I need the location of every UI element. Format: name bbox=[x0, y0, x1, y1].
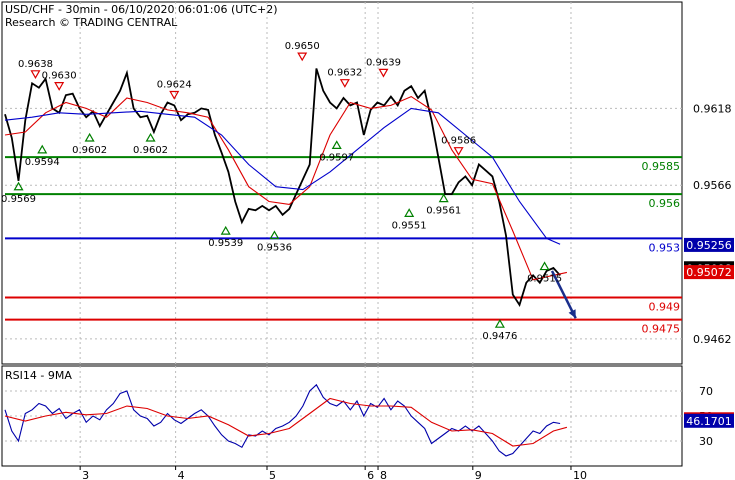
level-label: 0.9475 bbox=[642, 323, 681, 336]
forecast-arrow bbox=[550, 270, 577, 319]
x-axis: 3 4 5 6 8 9 10 bbox=[79, 466, 587, 480]
pivot-high-marker bbox=[297, 52, 308, 62]
pivot-low-marker bbox=[539, 261, 550, 271]
forecast-arrow-head bbox=[568, 309, 576, 319]
pivot-low-label: 0.9594 bbox=[25, 157, 60, 168]
price-y-tick-label: 0.9618 bbox=[693, 102, 732, 115]
pivot-low-marker bbox=[84, 132, 95, 142]
pivot-low-label: 0.9515 bbox=[527, 274, 562, 285]
price-tag-label: 0.95072 bbox=[686, 266, 732, 279]
rsi-y-tick-label: 30 bbox=[699, 435, 713, 448]
x-tick-label: 10 bbox=[573, 469, 587, 480]
chart-header-line2: Research © TRADING CENTRAL bbox=[5, 16, 178, 29]
rsi-series-line bbox=[4, 383, 561, 457]
pivot-high-marker bbox=[378, 68, 389, 78]
pivot-high-label: 0.9639 bbox=[366, 57, 401, 68]
x-tick-label: 6 bbox=[367, 469, 374, 480]
pivot-low-label: 0.9569 bbox=[1, 194, 36, 205]
pivot-high-marker bbox=[339, 79, 350, 88]
price-y-tick-label: 0.9462 bbox=[693, 333, 732, 346]
pivot-high-label: 0.9630 bbox=[42, 71, 77, 82]
pivot-high-marker bbox=[453, 147, 464, 156]
pivot-low-marker bbox=[269, 230, 280, 240]
level-label: 0.956 bbox=[649, 197, 681, 210]
rsi-series-line bbox=[4, 397, 568, 447]
price-series-line bbox=[4, 68, 561, 308]
pivot-low-label: 0.9597 bbox=[319, 152, 354, 163]
pivot-high-marker bbox=[30, 70, 41, 80]
x-tick-label: 8 bbox=[380, 469, 387, 480]
pivot-low-label: 0.9602 bbox=[72, 145, 107, 156]
price-panel bbox=[1, 1, 683, 365]
price-tag bbox=[684, 265, 734, 280]
x-tick-label: 5 bbox=[269, 469, 276, 480]
pivot-high-marker bbox=[54, 82, 65, 91]
pivot-low-marker bbox=[494, 318, 505, 328]
x-tick-label: 3 bbox=[82, 469, 89, 480]
level-label: 0.949 bbox=[649, 301, 681, 314]
price-series-line bbox=[4, 95, 568, 281]
price-y-tick-label: 0.9566 bbox=[693, 179, 732, 192]
pivot-high-label: 0.9650 bbox=[285, 41, 320, 52]
x-tick-label: 9 bbox=[475, 469, 482, 480]
rsi-axis: 70503047.376246.1701 bbox=[684, 385, 734, 448]
rsi-grid bbox=[5, 366, 682, 466]
pivot-high-label: 0.9638 bbox=[18, 59, 53, 70]
pivot-low-label: 0.9536 bbox=[257, 243, 292, 254]
rsi-tag bbox=[684, 413, 734, 428]
rsi-title: RSI14 - 9MA bbox=[5, 369, 72, 382]
rsi-tag-label: 46.1701 bbox=[686, 415, 732, 428]
pivot-low-label: 0.9561 bbox=[426, 206, 461, 217]
x-tick-label: 4 bbox=[178, 469, 185, 480]
pivot-high-label: 0.9632 bbox=[327, 68, 362, 79]
pivot-high-label: 0.9624 bbox=[157, 80, 192, 91]
pivot-high-marker bbox=[169, 90, 180, 100]
price-tag-label: 0.95256 bbox=[686, 239, 732, 252]
pivot-low-marker bbox=[37, 144, 48, 154]
rsi-y-tick-label: 70 bbox=[699, 385, 713, 398]
price-tag bbox=[684, 237, 734, 252]
chart-header-line1: USD/CHF - 30min - 06/10/2020 06:01:06 (U… bbox=[5, 3, 278, 16]
pivot-low-marker bbox=[220, 225, 231, 235]
pivot-low-marker bbox=[145, 132, 156, 142]
price-series bbox=[4, 68, 577, 319]
pivot-low-label: 0.9539 bbox=[208, 238, 243, 249]
pivot-low-marker bbox=[438, 193, 449, 203]
level-label: 0.953 bbox=[649, 241, 681, 254]
pivot-low-marker bbox=[13, 181, 24, 191]
pivot-low-label: 0.9602 bbox=[133, 145, 168, 156]
rsi-series bbox=[4, 383, 568, 457]
price-levels: 0.9585 0.956 0.953 0.949 0.9475 bbox=[5, 156, 682, 336]
pivot-low-marker bbox=[331, 140, 342, 150]
pivot-low-marker bbox=[404, 208, 415, 217]
price-series-line bbox=[4, 107, 561, 245]
pivot-low-label: 0.9476 bbox=[482, 331, 517, 342]
pivot-high-label: 0.9586 bbox=[441, 136, 476, 147]
level-label: 0.9585 bbox=[642, 160, 681, 173]
pivot-low-label: 0.9551 bbox=[392, 220, 427, 231]
